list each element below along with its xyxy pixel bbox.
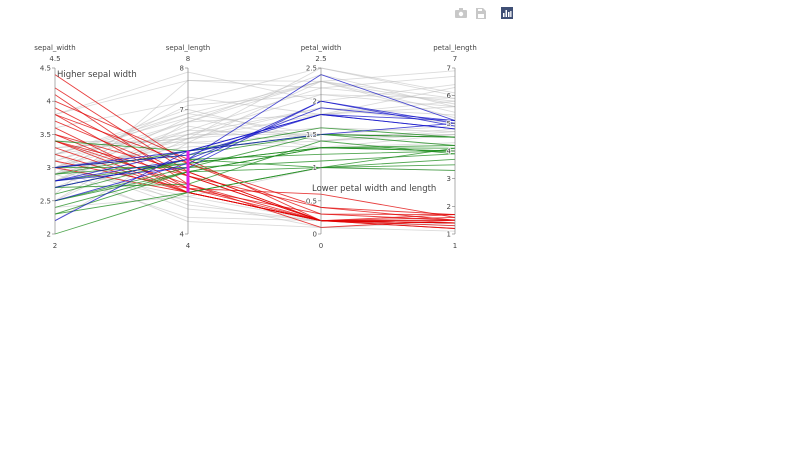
- line-species-1: [54, 133, 456, 227]
- line-species-3: [54, 107, 456, 188]
- line-species-1: [54, 114, 456, 221]
- axis-tick-label: 5: [447, 120, 451, 128]
- axis-title-petal_width[interactable]: petal_width: [301, 44, 342, 52]
- line-species-3: [54, 100, 456, 182]
- line-species-2: [54, 167, 456, 215]
- line-species-1: [54, 100, 456, 229]
- axis-title-sepal_width[interactable]: sepal_width: [34, 44, 75, 52]
- annotation-lower-petal: Lower petal width and length: [312, 184, 436, 194]
- axis-title-sepal_length[interactable]: sepal_length: [166, 44, 210, 52]
- axis-tick-label: 4: [180, 231, 185, 239]
- line-species-1: [54, 127, 456, 224]
- axis-tick-label: 4: [447, 148, 452, 156]
- axis-tick-label: 0.5: [306, 197, 317, 205]
- line-species-3: [54, 122, 456, 222]
- axis-tick-label: 3.5: [40, 131, 51, 139]
- axis-top-range-label: 7: [453, 55, 457, 63]
- line-unselected: [54, 106, 456, 175]
- line-species-2: [54, 158, 456, 208]
- axes-layer: sepal_width4.5222.533.544.5sepal_length8…: [34, 44, 476, 250]
- axis-tick-label: 1: [313, 164, 317, 172]
- axis-tick-label: 3: [447, 175, 451, 183]
- axis-tick-label: 6: [447, 92, 452, 100]
- axis-tick-label: 2.5: [40, 197, 51, 205]
- line-unselected: [54, 133, 456, 169]
- line-unselected: [54, 80, 456, 155]
- axis-title-petal_length[interactable]: petal_length: [433, 44, 477, 52]
- axis-tick-label: 2.5: [306, 65, 317, 73]
- line-species-2: [54, 147, 456, 182]
- axis-top-range-label: 2.5: [315, 55, 326, 63]
- line-unselected: [54, 167, 456, 232]
- line-unselected: [54, 113, 456, 162]
- line-unselected: [54, 80, 456, 169]
- line-species-3: [54, 74, 456, 182]
- axis-tick-label: 7: [180, 106, 184, 114]
- line-species-2: [54, 150, 456, 195]
- axis-top-range-label: 4.5: [49, 55, 60, 63]
- line-unselected: [54, 117, 456, 182]
- axis-bottom-range-label: 1: [453, 242, 457, 250]
- line-unselected: [54, 125, 456, 175]
- line-species-1: [54, 140, 456, 222]
- axis-tick-label: 7: [447, 65, 451, 73]
- camera-icon[interactable]: [455, 7, 467, 19]
- line-species-1: [54, 114, 456, 216]
- axis-bottom-range-label: 4: [186, 242, 191, 250]
- axis-bottom-range-label: 0: [319, 242, 323, 250]
- axis-tick-label: 8: [180, 65, 184, 73]
- axis-tick-label: 4.5: [40, 65, 51, 73]
- axis-tick-label: 2: [313, 98, 317, 106]
- save-icon[interactable]: [475, 7, 487, 19]
- line-species-1: [54, 74, 456, 221]
- axis-tick-label: 4: [47, 98, 52, 106]
- line-species-2: [54, 153, 456, 202]
- line-species-3: [54, 114, 456, 169]
- modebar: [455, 7, 513, 19]
- constraint-brush[interactable]: [186, 151, 190, 193]
- axis-tick-label: 0: [313, 231, 317, 239]
- annotation-higher-sepal-width: Higher sepal width: [57, 70, 137, 80]
- line-unselected: [54, 71, 456, 115]
- axis-tick-label: 1.5: [306, 131, 317, 139]
- line-unselected: [54, 75, 456, 115]
- axis-tick-label: 1: [447, 231, 451, 239]
- axis-tick-label: 2: [47, 231, 51, 239]
- axis-tick-label: 2: [447, 203, 451, 211]
- axis-bottom-range-label: 2: [53, 242, 57, 250]
- axis-tick-label: 3: [47, 164, 51, 172]
- axis-top-range-label: 8: [186, 55, 190, 63]
- lines-layer: [54, 67, 456, 235]
- line-species-2: [54, 127, 456, 152]
- plotly-logo-icon[interactable]: [501, 7, 513, 19]
- line-unselected: [54, 109, 456, 155]
